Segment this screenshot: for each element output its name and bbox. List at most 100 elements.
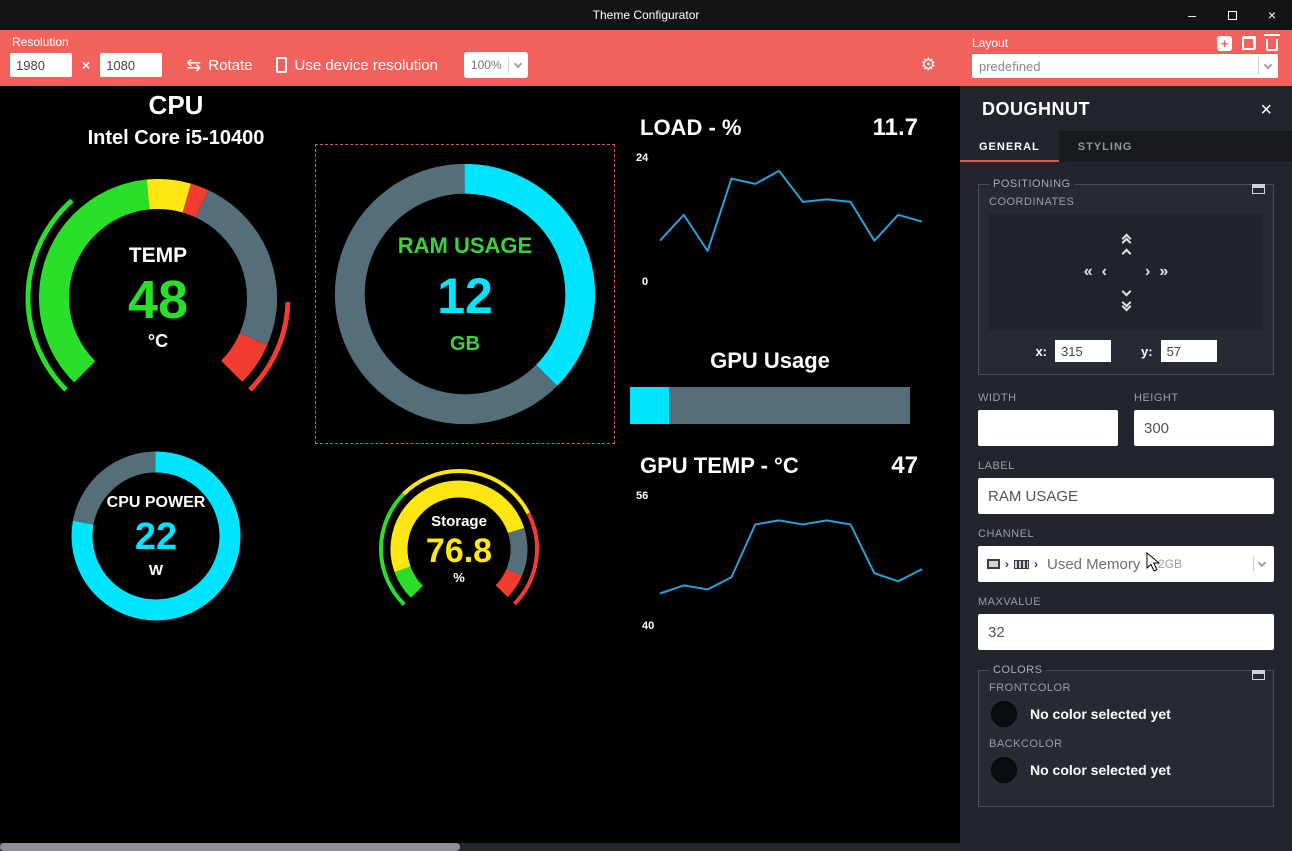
use-device-resolution-button[interactable]: Use device resolution: [276, 57, 438, 74]
ram-doughnut-widget[interactable]: RAM USAGE 12 GB: [315, 144, 615, 444]
cpu-power-text: CPU POWER 22 W: [60, 440, 252, 632]
chevron-down-icon: [513, 59, 522, 68]
panel-header: DOUGHNUT ×: [960, 86, 1292, 131]
channel-detail: 12GB: [1151, 557, 1183, 571]
height-input[interactable]: [1134, 410, 1274, 446]
temp-value: 48: [127, 270, 189, 331]
move-left-fast-icon[interactable]: «: [1083, 263, 1093, 280]
load-line-chart: [660, 158, 922, 282]
settings-gear-icon[interactable]: ⚙: [920, 55, 936, 74]
ram-unit: GB: [450, 332, 480, 355]
move-right-fast-icon[interactable]: »: [1159, 263, 1169, 280]
chevron-right-icon: ›: [1005, 557, 1009, 571]
temp-unit: °C: [147, 330, 169, 351]
move-up-fast-icon[interactable]: [1121, 233, 1131, 247]
collapse-group-icon[interactable]: [1252, 184, 1265, 194]
gpu-temp-chart-current: 47: [891, 452, 918, 479]
move-right-icon[interactable]: ›: [1145, 263, 1151, 280]
colors-group: COLORS FRONTCOLOR No color selected yet …: [978, 664, 1274, 807]
panel-close-icon[interactable]: ×: [1260, 98, 1272, 121]
frontcolor-swatch[interactable]: [991, 701, 1017, 727]
frontcolor-row: No color selected yet: [991, 701, 1263, 727]
close-button[interactable]: ×: [1267, 7, 1277, 23]
storage-gauge-arcs: [379, 469, 539, 629]
zoom-divider: [507, 57, 509, 73]
cpu-temp-gauge-widget[interactable]: TEMP 48 °C: [16, 156, 300, 440]
backcolor-swatch[interactable]: [991, 757, 1017, 783]
layout-header-row: Layout +: [972, 34, 1280, 51]
storage-gauge-widget[interactable]: Storage 76.8 %: [368, 458, 550, 640]
resolution-label: Resolution: [12, 35, 69, 49]
cpu-header-widget[interactable]: CPU Intel Core i5-10400: [28, 90, 324, 150]
device-icon: [276, 57, 288, 73]
move-left-icon[interactable]: ‹: [1101, 263, 1107, 280]
gpu-usage-widget[interactable]: GPU Usage: [630, 348, 910, 424]
xy-inputs-row: x: y:: [989, 340, 1263, 362]
storage-label: Storage: [431, 513, 487, 530]
cpu-title: CPU: [148, 90, 204, 120]
gpu-temp-chart-header: GPU TEMP - °C 47: [628, 452, 922, 480]
y-input[interactable]: [1160, 340, 1217, 362]
colors-legend: COLORS: [993, 664, 1043, 676]
layout-divider: [1258, 58, 1259, 74]
layout-label: Layout: [972, 36, 1009, 50]
cpu-power-doughnut-arcs: [71, 451, 241, 621]
positioning-legend: POSITIONING: [993, 178, 1071, 190]
height-label: HEIGHT: [1134, 392, 1179, 404]
add-layout-icon[interactable]: +: [1217, 35, 1232, 51]
ram-value: 12: [437, 267, 493, 324]
backcolor-label: BACKCOLOR: [989, 738, 1063, 750]
copy-layout-icon[interactable]: [1242, 36, 1256, 50]
window-title: Theme Configurator: [592, 8, 700, 22]
coordinate-pad: « ‹ › »: [989, 214, 1263, 330]
load-chart-widget[interactable]: LOAD - % 11.7 24 0: [628, 114, 922, 288]
channel-select[interactable]: › › Used Memory 12GB: [978, 546, 1274, 582]
height-field: HEIGHT: [1134, 390, 1274, 446]
panel-title: DOUGHNUT: [982, 99, 1090, 119]
x-label: x:: [1035, 343, 1047, 359]
window-controls: – ×: [1172, 0, 1292, 30]
collapse-group-icon[interactable]: [1252, 670, 1265, 680]
resolution-width-input[interactable]: [10, 53, 72, 77]
resolution-height-input[interactable]: [100, 53, 163, 77]
chevron-down-icon: [1263, 60, 1273, 69]
cpu-power-doughnut-widget[interactable]: CPU POWER 22 W: [60, 440, 252, 632]
ram-doughnut-arcs: [334, 163, 596, 425]
tab-general[interactable]: GENERAL: [960, 131, 1059, 162]
move-up-icon[interactable]: [1121, 247, 1131, 259]
scrollbar-thumb[interactable]: [0, 843, 460, 851]
rotate-button[interactable]: ⇆ Rotate: [186, 56, 252, 74]
toolbar-right: Layout + predefined: [960, 30, 1292, 86]
backcolor-row: No color selected yet: [991, 757, 1263, 783]
maximize-button[interactable]: [1212, 0, 1252, 30]
zoom-select[interactable]: 100%: [463, 52, 528, 78]
load-chart-header: LOAD - % 11.7: [628, 114, 922, 142]
maxvalue-input[interactable]: [978, 614, 1274, 650]
y-label: y:: [1141, 343, 1153, 359]
frontcolor-text: No color selected yet: [1030, 706, 1171, 722]
width-input[interactable]: [978, 410, 1118, 446]
resolution-controls: × ⇆ Rotate Use device resolution 100% ⚙: [10, 52, 950, 78]
tab-styling[interactable]: STYLING: [1077, 141, 1133, 153]
gpu-temp-chart-title: GPU TEMP - °C: [640, 453, 799, 478]
label-input[interactable]: [978, 478, 1274, 514]
gpu-usage-bar-fill: [630, 387, 670, 424]
storage-unit: %: [453, 570, 465, 585]
temp-label: TEMP: [128, 244, 188, 268]
channel-value: Used Memory: [1047, 555, 1141, 573]
horizontal-scrollbar[interactable]: [0, 843, 960, 851]
width-field: WIDTH: [978, 390, 1118, 446]
move-down-icon[interactable]: [1121, 285, 1131, 297]
dashboard-canvas[interactable]: CPU Intel Core i5-10400: [0, 86, 960, 851]
delete-layout-icon[interactable]: [1264, 34, 1280, 51]
gpu-temp-ymin-label: 40: [642, 620, 655, 632]
titlebar[interactable]: Theme Configurator – ×: [0, 0, 1292, 30]
move-down-fast-icon[interactable]: [1121, 297, 1131, 311]
layout-select[interactable]: predefined: [972, 54, 1278, 78]
frontcolor-label: FRONTCOLOR: [989, 682, 1071, 694]
gpu-temp-chart-widget[interactable]: GPU TEMP - °C 47 56 40: [628, 452, 922, 632]
width-height-row: WIDTH HEIGHT: [978, 390, 1274, 446]
minimize-button[interactable]: –: [1188, 7, 1196, 23]
gpu-usage-bar-track: [630, 387, 910, 424]
x-input[interactable]: [1055, 340, 1111, 362]
